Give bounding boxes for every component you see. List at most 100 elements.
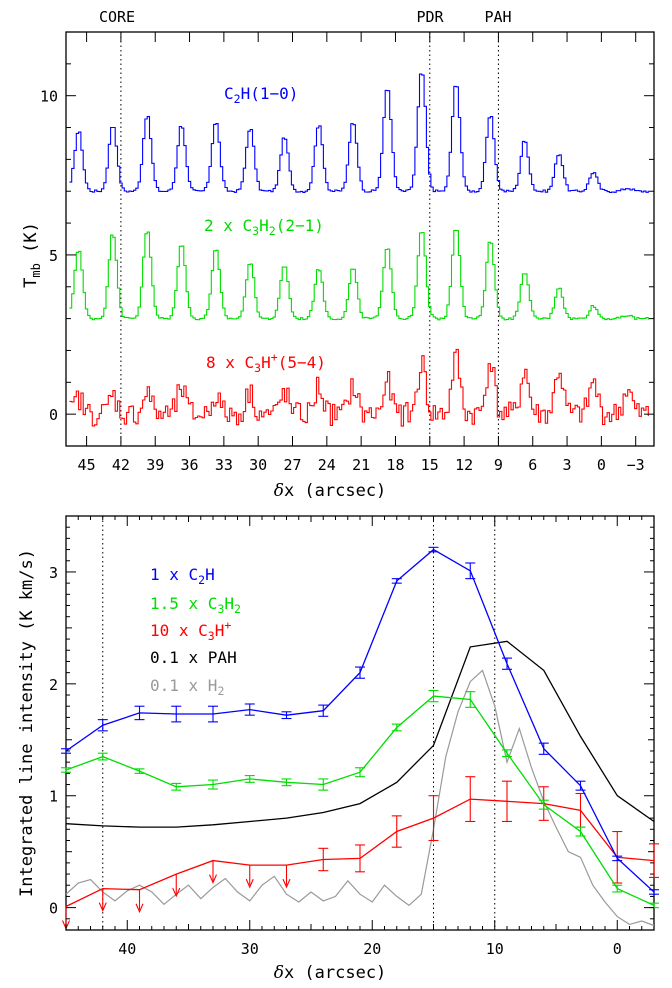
upper-limit-arrowhead [208,874,218,884]
x-tick-label: 30 [241,940,259,958]
series-label-part: H [259,216,269,235]
series-label-part: 2 [234,92,241,106]
series-line [65,695,655,906]
x-tick-label: 12 [455,456,473,474]
pah-label: PAH [484,8,511,26]
series-label-part: 1 x C [150,565,198,584]
series-label-part: H(1−0) [241,84,299,103]
y-tick-label: 10 [40,88,58,106]
top-panel: C2H(1−0)2 x C3H2(2−1)8 x C3H+(5−4) 45 42 3… [21,8,655,501]
series-label-part: 3 [208,629,215,643]
y-tick-label: 0 [49,406,58,424]
spectrum-2 [69,229,649,321]
series-label: 1.5 x C3H2 [150,594,241,616]
bottom-profiles [61,546,659,930]
x-tick-label: 20 [363,940,381,958]
series-1-5-x-c3h2 [61,690,659,909]
x-tick-label: 24 [318,456,336,474]
series-label: 0.1 x H2 [150,676,224,698]
top-x-axis-label: δx (arcsec) [274,481,387,501]
x-tick-label: 0 [613,940,622,958]
spectrum-3 [69,348,649,427]
spectrum-1 [69,73,649,193]
series-label-part: 3 [217,602,224,616]
series-0-1-x-h2 [65,669,655,927]
series-label: 10 x C3H+ [150,618,231,643]
upper-limit-arrowhead [98,902,107,912]
series-label-part: 2 [217,684,224,698]
bottom-x-axis-label-text: x (arcsec) [284,963,386,983]
bottom-x-axis-label-delta: δ [274,963,284,983]
series-label: 0.1 x PAH [150,648,237,667]
series-label: 2 x C3H2(2−1) [204,216,324,238]
x-tick-label: 21 [352,456,370,474]
x-tick-label: −3 [627,456,645,474]
series-label: 8 x C3H+(5−4) [206,350,326,375]
series-label-part: 3 [252,224,259,238]
upper-limit-arrowhead [282,878,291,889]
pdr-label: PDR [416,8,444,26]
x-tick-label: 36 [181,456,199,474]
bottom-y-axis-label: Integrated line intensity (K km/s) [17,549,37,897]
x-tick-label: 30 [249,456,267,474]
top-x-axis-label-delta: δ [274,481,284,501]
y-tick-label: 0 [49,900,58,918]
series-label-part: 0.1 x PAH [150,648,237,667]
series-label-part: H [224,594,234,613]
x-tick-label: 0 [597,456,606,474]
series-label-part: 0.1 x H [150,676,217,695]
top-y-axis-label-main: T [21,278,41,288]
upper-limit-arrowhead [172,887,181,898]
series-label: 1 x C2H [150,565,215,587]
top-y-axis-label: Tmb (K) [21,222,43,288]
series-label-part: 2 [198,573,205,587]
x-tick-label: 6 [528,456,537,474]
series-1-x-c2h [61,546,659,895]
x-tick-label: 42 [112,456,130,474]
series-label-part: C [224,84,234,103]
bottom-x-axis-label: δx (arcsec) [274,963,387,983]
series-label-part: 10 x C [150,621,208,640]
x-tick-label: 39 [146,456,164,474]
top-plot-frame [65,31,655,447]
y-tick-label: 3 [49,564,58,582]
series-label-part: H [215,621,225,640]
series-label-part: 1.5 x C [150,594,217,613]
x-tick-label: 33 [215,456,233,474]
series-label-part: (2−1) [276,216,324,235]
y-tick-label: 1 [49,788,58,806]
series-label-part: 2 x C [204,216,252,235]
top-reference-lines [120,32,499,446]
series-label-part: (5−4) [278,353,326,372]
series-label-part: 8 x C [206,353,254,372]
series-label-part: H [205,565,215,584]
upper-limit-arrowhead [245,878,254,889]
y-tick-label: 2 [49,676,58,694]
series-label: C2H(1−0) [224,84,298,106]
y-tick-label: 5 [49,247,58,265]
x-tick-label: 15 [421,456,439,474]
top-spectra: C2H(1−0)2 x C3H2(2−1)8 x C3H+(5−4) [69,73,649,427]
series-label-part: + [271,350,278,364]
x-tick-label: 3 [563,456,572,474]
series-label-part: H [261,353,271,372]
x-tick-label: 18 [386,456,404,474]
x-tick-label: 45 [78,456,96,474]
x-tick-label: 40 [118,940,136,958]
series-0-1-x-pah [65,640,655,828]
core-label: CORE [99,8,135,26]
top-x-axis-label-text: x (arcsec) [284,481,386,501]
upper-limit-arrowhead [135,903,144,914]
series-line [65,669,655,927]
top-y-axis-label-sub: mb [29,263,43,277]
series-label-part: + [224,618,231,632]
series-label-part: 2 [269,224,276,238]
series-label-part: 2 [234,602,241,616]
series-label-part: 3 [254,361,261,375]
series-line [65,640,655,828]
